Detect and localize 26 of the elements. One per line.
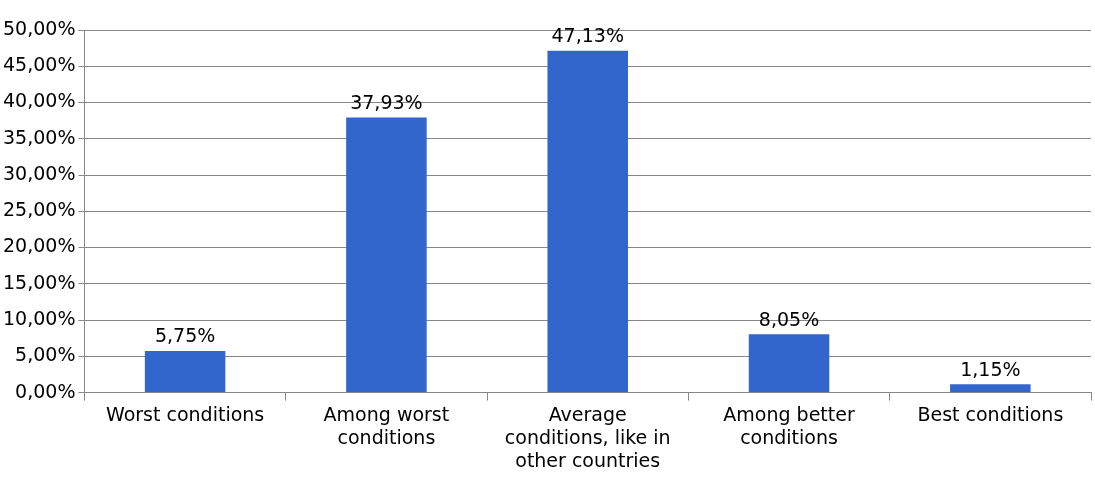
data-label: 1,15% xyxy=(960,357,1021,380)
data-label: 8,05% xyxy=(758,307,820,330)
x-tick-label: Among worst conditions xyxy=(323,402,450,448)
y-tick-label: 10,00% xyxy=(2,307,76,330)
y-tick-label: 30,00% xyxy=(2,161,76,184)
y-tick-label: 15,00% xyxy=(2,270,76,293)
data-label: 37,93% xyxy=(350,90,423,113)
x-tick-label: Average conditions, like in other countries xyxy=(504,402,671,471)
x-tick-label: Among better conditions xyxy=(723,402,855,448)
y-tick-label: 35,00% xyxy=(2,125,76,148)
y-tick-label: 0,00% xyxy=(15,379,76,402)
bar xyxy=(346,117,427,393)
y-tick-label: 45,00% xyxy=(2,53,76,76)
data-label: 47,13% xyxy=(551,24,624,47)
y-tick-label: 50,00% xyxy=(2,16,76,39)
y-tick-label: 20,00% xyxy=(2,234,76,257)
bar xyxy=(144,350,226,393)
bar xyxy=(748,334,830,393)
y-tick-label: 40,00% xyxy=(2,89,76,112)
y-tick-label: 25,00% xyxy=(2,198,76,221)
x-tick-label: Worst conditions xyxy=(105,402,265,425)
y-tick-label: 5,00% xyxy=(15,343,76,366)
x-tick-label: Best conditions xyxy=(917,402,1064,425)
bar xyxy=(950,384,1031,393)
bar xyxy=(547,50,628,393)
data-label: 5,75% xyxy=(154,324,216,347)
